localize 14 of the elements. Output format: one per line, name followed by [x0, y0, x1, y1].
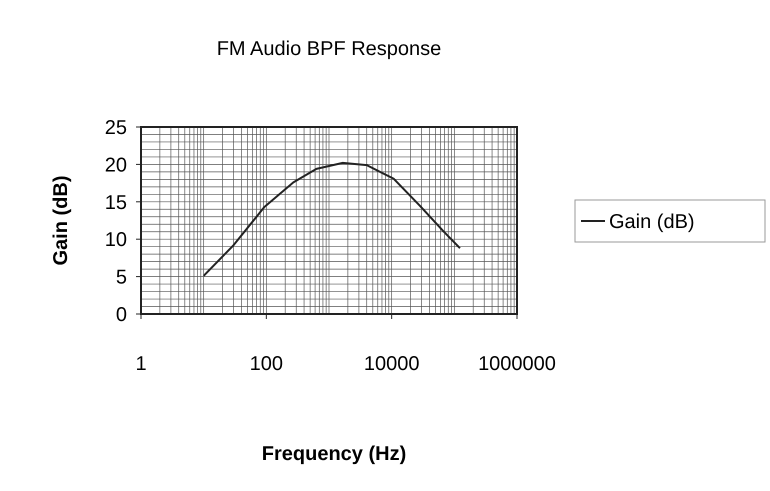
- y-tick-label: 0: [116, 304, 127, 326]
- y-tick-label: 10: [104, 229, 127, 252]
- x-axis-title: Frequency (Hz): [262, 443, 406, 465]
- x-tick-label: 1: [135, 353, 147, 375]
- y-tick-label: 20: [104, 154, 127, 176]
- legend-label: Gain (dB): [609, 211, 695, 233]
- x-tick-label: 10000: [364, 353, 420, 375]
- y-axis-title: Gain (dB): [50, 176, 72, 266]
- y-tick-label: 15: [104, 192, 127, 214]
- y-tick-label: 5: [116, 266, 127, 289]
- chart-title: FM Audio BPF Response: [216, 38, 442, 60]
- y-tick-label: 25: [104, 117, 127, 139]
- x-tick-label: 1000000: [478, 353, 556, 375]
- x-tick-label: 100: [250, 353, 284, 375]
